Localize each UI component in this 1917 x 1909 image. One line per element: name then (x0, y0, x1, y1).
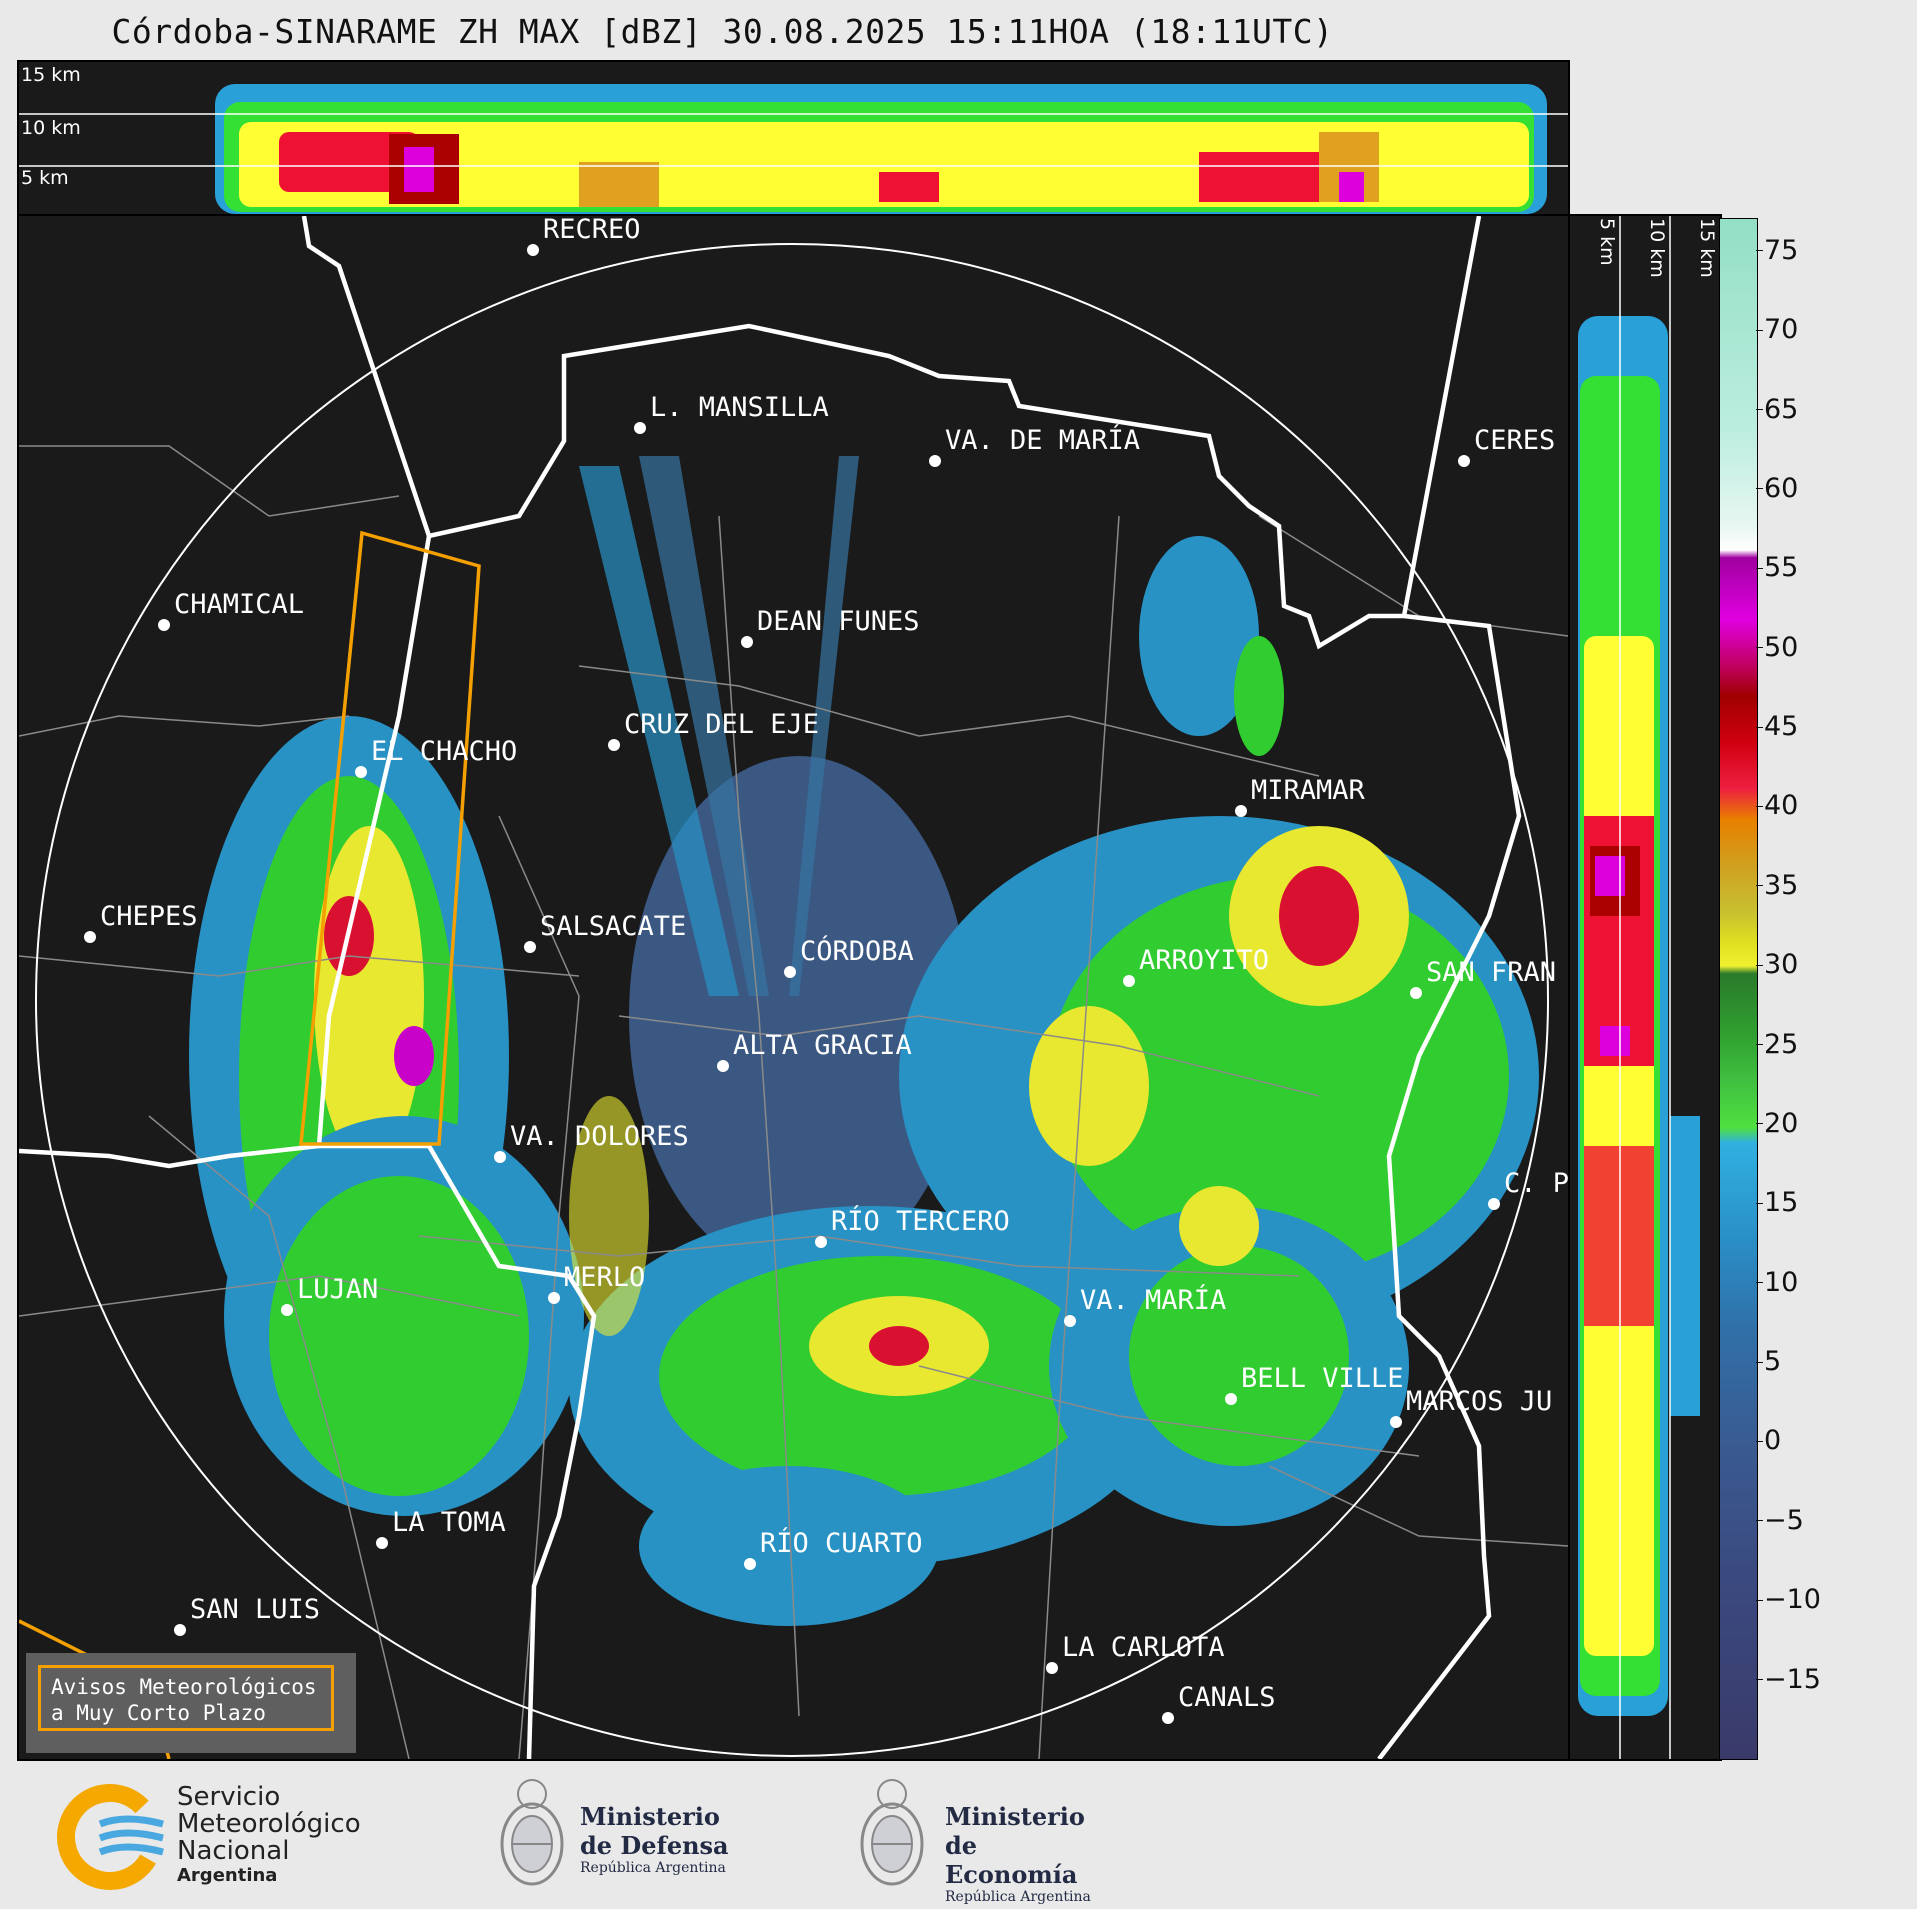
radar-map: RECREO L. MANSILLA VA. DE MARÍA CERES CH… (17, 214, 1570, 1761)
side-alt-label-10km: 10 km (1646, 218, 1668, 278)
smn-logo-icon (56, 1784, 164, 1890)
warning-legend: Avisos Meteorológicos a Muy Corto Plazo (26, 1653, 356, 1753)
radar-map-canvas (19, 216, 1568, 1759)
colorbar-tick: 0 (1755, 1425, 1782, 1457)
alt-label-5km: 5 km (21, 167, 69, 189)
smn-logo-line1: Servicio (177, 1782, 281, 1812)
colorbar-tick: 20 (1755, 1107, 1799, 1139)
economia-logo: Ministerio de Economía República Argenti… (855, 1772, 1115, 1905)
colorbar-tick: 10 (1755, 1266, 1799, 1298)
defensa-logo-line2: de Defensa (580, 1831, 729, 1860)
colorbar-tick: 40 (1755, 790, 1799, 822)
side-alt-label-5km: 5 km (1596, 218, 1618, 266)
colorbar-tick: 60 (1755, 472, 1799, 504)
colorbar-tick: 25 (1755, 1028, 1799, 1060)
province-borders (19, 216, 1522, 1759)
colorbar-tick: 15 (1755, 1187, 1799, 1219)
smn-logo-line3: Nacional (177, 1836, 290, 1866)
defensa-logo-line1: Ministerio (580, 1802, 720, 1831)
economia-logo-line2: de Economía (945, 1831, 1078, 1889)
colorbar-tick: −5 (1756, 1504, 1804, 1536)
top-cross-section: 15 km 10 km 5 km (17, 60, 1570, 218)
colorbar-tick: 5 (1755, 1346, 1782, 1378)
colorbar-tick: 35 (1755, 869, 1799, 901)
chart-title: Córdoba-SINARAME ZH MAX [dBZ] 30.08.2025… (111, 12, 1334, 51)
colorbar-tick: 45 (1755, 711, 1799, 743)
colorbar (1719, 218, 1758, 1760)
warning-legend-frame: Avisos Meteorológicos a Muy Corto Plazo (38, 1665, 334, 1731)
warning-legend-line2: a Muy Corto Plazo (51, 1701, 266, 1725)
side-alt-label-15km: 15 km (1696, 218, 1718, 278)
smn-logo: Servicio Meteorológico Nacional Argentin… (55, 1782, 395, 1892)
smn-logo-line4: Argentina (177, 1865, 278, 1886)
colorbar-tick: 75 (1755, 234, 1799, 266)
coat-of-arms-icon (500, 1779, 564, 1886)
warning-polygon (299, 530, 481, 1146)
smn-logo-line2: Meteorológico (177, 1809, 361, 1839)
coat-of-arms-icon (860, 1779, 924, 1886)
colorbar-tick: −10 (1756, 1584, 1821, 1616)
colorbar-tick: 65 (1755, 393, 1799, 425)
colorbar-tick: 30 (1755, 949, 1799, 981)
economia-logo-line3: República Argentina (945, 1889, 1091, 1905)
colorbar-tick: 50 (1755, 631, 1799, 663)
colorbar-tick: 70 (1755, 314, 1799, 346)
alt-label-10km: 10 km (21, 117, 81, 139)
radar-echoes (189, 456, 1539, 1626)
range-ring (35, 243, 1549, 1757)
colorbar-tick: −15 (1756, 1663, 1821, 1695)
side-cross-section-echo (1578, 216, 1700, 1759)
alt-label-15km: 15 km (21, 64, 81, 86)
side-cross-section: 5 km 10 km 15 km (1568, 214, 1722, 1761)
defensa-logo: Ministerio de Defensa República Argentin… (495, 1772, 755, 1897)
warning-legend-line1: Avisos Meteorológicos (51, 1675, 317, 1699)
top-cross-section-echo (19, 84, 1568, 214)
defensa-logo-line3: República Argentina (580, 1860, 726, 1876)
colorbar-tick: 55 (1755, 552, 1799, 584)
economia-logo-line1: Ministerio (945, 1802, 1085, 1831)
